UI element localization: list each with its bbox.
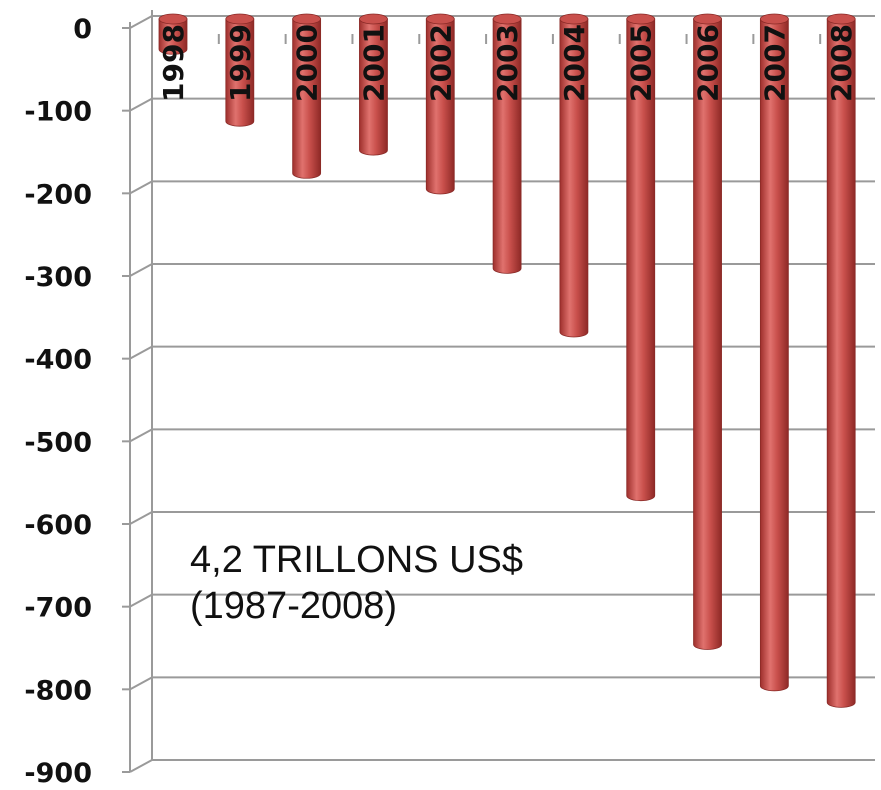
bar [826,13,856,708]
category-label: 2001 [357,24,390,102]
bar-body [826,18,856,708]
bar [158,13,188,55]
bar-body [759,18,789,692]
category-label: 2006 [692,24,725,102]
bar-top [158,13,188,25]
category-label: 1998 [157,24,190,102]
y-tick-label: -900 [24,758,92,789]
bars [158,13,856,708]
y-tick-labels: 0 -100 -200 -300 -400 -500 -600 -700 -800 -900 [24,14,92,789]
annotation-line-1: 4,2 TRILLONS US$ [190,539,524,581]
bar-body [359,18,388,156]
bar-body [425,18,455,195]
bar-body [225,18,255,127]
category-label: 2008 [825,24,858,102]
y-tick-label: -100 [24,97,92,128]
y-tick-label: -700 [24,593,92,624]
bar [626,13,656,502]
bar-body [292,18,322,179]
category-label: 1999 [224,24,257,102]
category-label: 2003 [491,24,524,102]
category-label: 2007 [758,24,791,102]
bar-top [492,13,522,25]
bar-top [425,13,455,25]
bar-top [826,13,856,25]
bar [225,13,255,127]
category-label: 2000 [291,24,324,102]
category-label: 2004 [558,24,591,102]
bar-body [559,18,589,338]
category-label: 2002 [424,24,457,102]
bar [693,13,722,650]
category-label: 2005 [625,24,658,102]
bar [492,13,522,274]
y-tick-label: -300 [24,262,92,293]
y-tick-label: -200 [24,179,92,210]
y-tick-label: -400 [24,345,92,376]
y-tick-label: -800 [24,675,92,706]
y-tick-label: 0 [73,14,92,45]
bar [292,13,322,179]
bar-top [292,13,322,25]
total-annotation: 4,2 TRILLONS US$ (1987-2008) [190,537,523,629]
y-tick-label: -500 [24,427,92,458]
bar-body [693,18,722,650]
bar [425,13,455,195]
category-labels: 1998 1999 2000 2001 2002 2003 2004 2005 2006 2007… [157,24,858,102]
bar [759,13,789,692]
bar-top [225,13,255,25]
bar-body [158,18,188,55]
bar-top [359,13,388,25]
bar-top [759,13,789,25]
axes [122,10,822,773]
bar [559,13,589,338]
bar-top [693,13,722,25]
bar-top [626,13,656,25]
y-tick-label: -600 [24,510,92,541]
bar-body [626,18,656,502]
bar [359,13,388,156]
gridline [129,759,875,773]
bar-top [559,13,589,25]
annotation-line-2: (1987-2008) [190,585,398,627]
bar-body [492,18,522,274]
